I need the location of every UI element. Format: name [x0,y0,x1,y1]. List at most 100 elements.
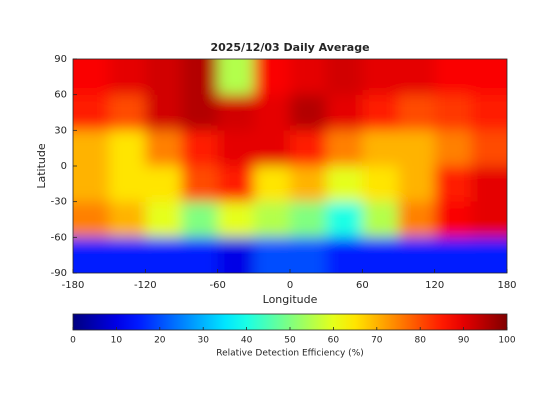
heatmap-cell [181,201,219,238]
heatmap-cell [73,166,110,203]
colorbar-tick-label: 90 [458,336,470,346]
heatmap-cell [362,130,399,167]
heatmap-cell [181,59,219,96]
x-tick-label: -60 [209,280,225,291]
colorbar-tick-label: 60 [328,336,340,346]
heatmap-cell [253,94,291,131]
heatmap-cell [253,130,291,167]
heatmap-cell [109,130,146,167]
heatmap-cell [362,94,399,131]
heatmap-cell [398,237,436,273]
colorbar-tick-label: 80 [414,336,426,346]
heatmap-cell [217,166,255,203]
heatmap-cell [181,166,219,203]
heatmap-cell [217,201,255,238]
heatmap-cell [181,94,219,131]
heatmap-cell [326,166,363,203]
y-tick-label: -30 [51,197,67,208]
heatmap-cell [434,201,472,238]
heatmap-cell [290,130,327,167]
heatmap-cell [145,59,182,96]
heatmap-cell [217,237,255,273]
heatmap-cell [253,59,291,96]
heatmap-cell [145,201,182,238]
heatmap-cell [398,94,436,131]
y-tick-label: 0 [61,161,67,172]
heatmap-cell [326,130,363,167]
x-tick-label: 120 [425,280,444,291]
heatmap-cell [290,94,327,131]
heatmap-cell [362,166,399,203]
colorbar-tick-label: 20 [154,336,166,346]
colorbar-tick-label: 100 [498,336,515,346]
heatmap-cell [326,94,363,131]
heatmap-cell [109,166,146,203]
heatmap-cell [145,166,182,203]
colorbar-tick-label: 10 [111,336,123,346]
y-tick-label: -60 [51,232,67,243]
heatmap-cell [362,237,399,273]
x-tick-label: -120 [134,280,157,291]
heatmap-cell [434,94,472,131]
heatmap-cell [290,59,327,96]
heatmap-cell [253,237,291,273]
heatmap-cell [470,130,507,167]
heatmap-cell [290,201,327,238]
y-axis-label: Latitude [35,143,48,189]
y-tick-label: 30 [54,125,67,136]
heatmap-cell [217,94,255,131]
heatmap-cell [109,94,146,131]
heatmap-cell [470,201,507,238]
heatmap-cell [109,201,146,238]
heatmap-cell [145,237,182,273]
heatmap-cell [217,130,255,167]
heatmap-cell [362,201,399,238]
heatmap-cell [73,59,110,96]
heatmap-cell [470,59,507,96]
x-tick-label: 180 [497,280,516,291]
x-tick-label: 0 [287,280,293,291]
y-tick-label: 60 [54,90,67,101]
heatmap-cell [73,94,110,131]
heatmap-cell [145,130,182,167]
y-tick-label: -90 [51,268,67,279]
x-tick-label: -180 [62,280,85,291]
heatmap-cell [253,166,291,203]
heatmap-cell [290,166,327,203]
heatmap-cell [398,166,436,203]
x-axis-label: Longitude [263,293,318,306]
heatmap-cell [434,166,472,203]
heatmap-cell [109,237,146,273]
heatmap-field [73,59,507,273]
y-tick-label: 90 [54,54,67,65]
heatmap-cell [470,237,507,273]
chart-title: 2025/12/03 Daily Average [210,41,369,54]
heatmap-cell [326,237,363,273]
heatmap-cell [73,130,110,167]
heatmap-cell [145,94,182,131]
colorbar-label: Relative Detection Efficiency (%) [216,349,364,359]
x-tick-label: 60 [356,280,369,291]
heatmap-cell [470,94,507,131]
colorbar-tick-label: 70 [371,336,383,346]
heatmap-cell [398,130,436,167]
heatmap-cell [362,59,399,96]
heatmap-cell [326,201,363,238]
colorbar-tick-label: 30 [197,336,209,346]
heatmap-cell [73,237,110,273]
colorbar-tick-label: 40 [241,336,253,346]
heatmap-cell [434,237,472,273]
heatmap-cell [181,130,219,167]
heatmap-cell [434,130,472,167]
heatmap-cell [109,59,146,96]
heatmap-cell [73,201,110,238]
heatmap-cell [181,237,219,273]
heatmap [73,59,507,273]
heatmap-cell [398,59,436,96]
heatmap-cell [253,201,291,238]
heatmap-cell [398,201,436,238]
colorbar-tick-label: 50 [284,336,296,346]
heatmap-cell [434,59,472,96]
colorbar-tick-label: 0 [70,336,76,346]
